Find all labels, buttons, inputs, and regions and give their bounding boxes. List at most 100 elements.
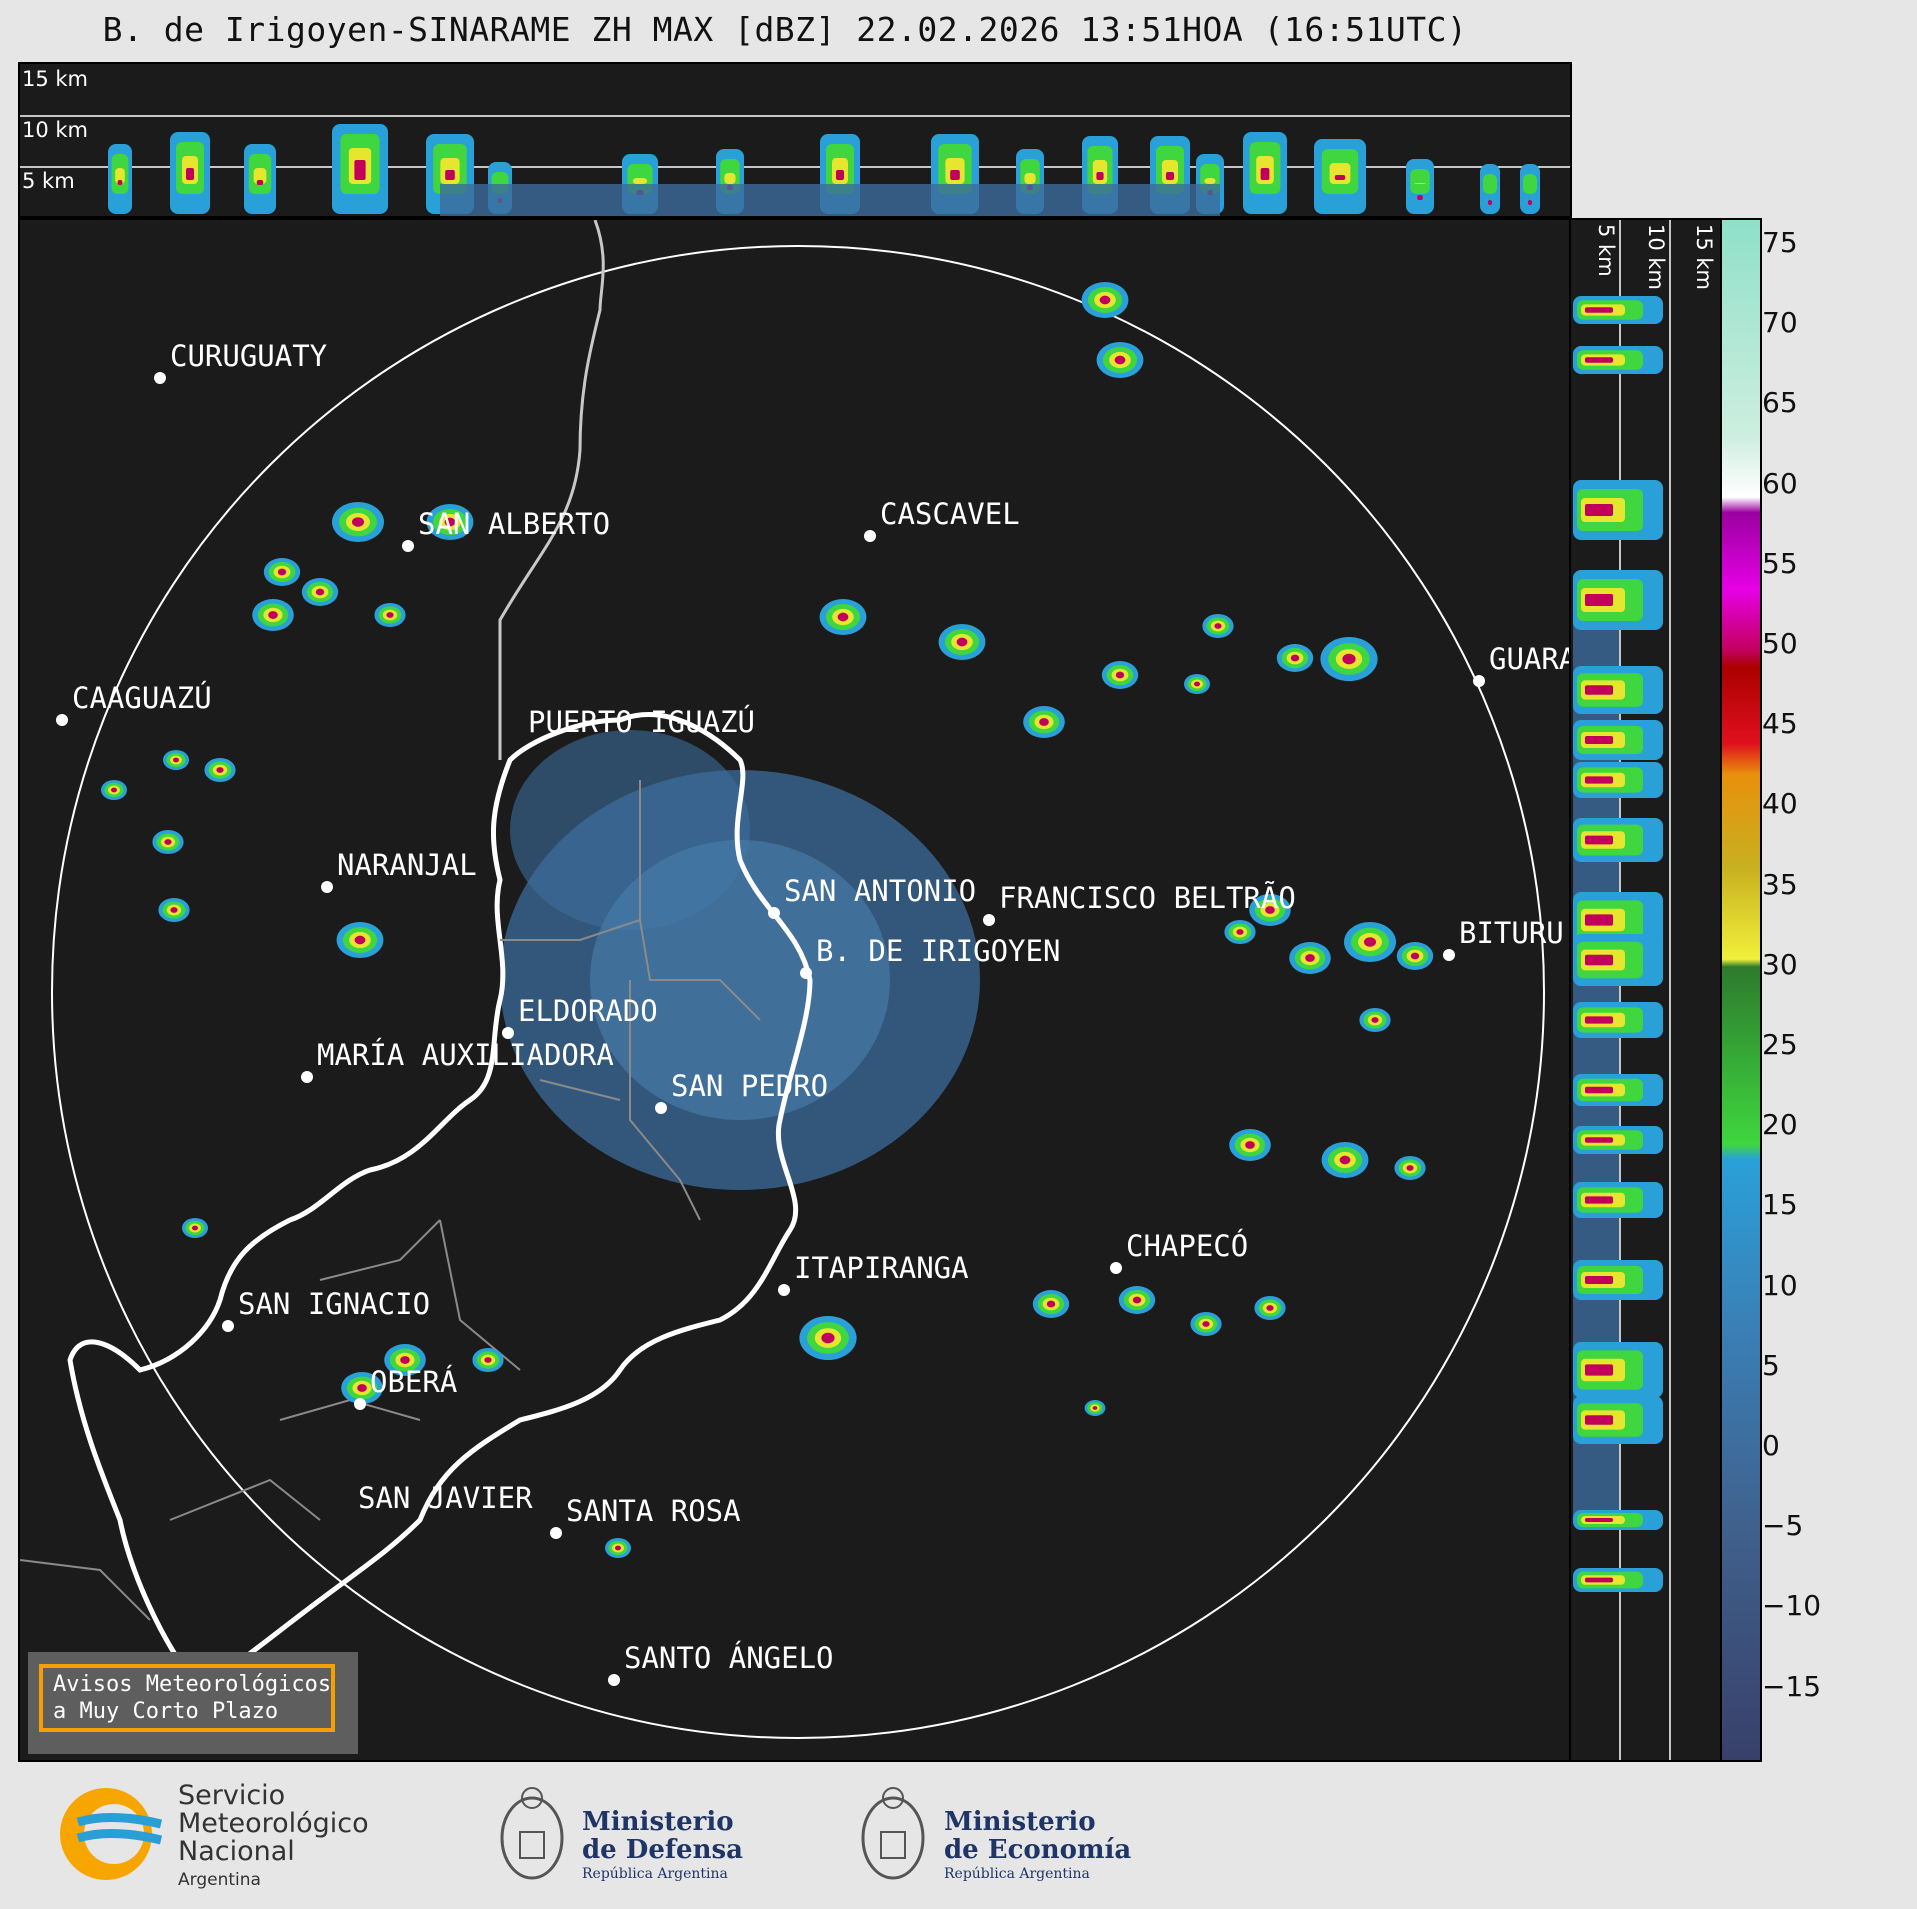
storm-cell [384, 1344, 426, 1376]
storm-cell [1249, 894, 1291, 926]
city-san-antonio: SAN ANTONIO [768, 874, 976, 919]
city-label: SAN PEDRO [671, 1069, 828, 1103]
echo-row [1573, 1510, 1663, 1530]
storm-cell [605, 1538, 631, 1558]
echo-row [1573, 1396, 1663, 1444]
city-bituru: BITURU [1443, 916, 1564, 961]
city-curuguaty: CURUGUATY [154, 339, 327, 384]
city-itapiranga: ITAPIRANGA [778, 1251, 969, 1296]
storm-cell [938, 624, 986, 660]
storm-cell [1184, 674, 1210, 694]
top-cross-section-panel: 15 km 10 km 5 km [18, 62, 1572, 218]
city-santa-rosa: SANTA ROSA [550, 1494, 741, 1539]
echo-column [1314, 139, 1366, 214]
city-san-alberto: SAN ALBERTO [402, 507, 610, 552]
warning-box[interactable]: Avisos Meteorológicos a Muy Corto Plazo [28, 1652, 358, 1754]
radar-map-canvas: CURUGUATY SAN ALBERTO CASCAVEL CAAGUAZÚ GUAR… [20, 220, 1570, 1739]
city-label: SAN JAVIER [358, 1481, 533, 1515]
city-label: BITURU [1459, 916, 1564, 950]
echo-row [1573, 480, 1663, 540]
colorbar-tick: 65 [1762, 386, 1798, 420]
storm-cell [301, 578, 339, 606]
storm-cell [332, 502, 384, 542]
city-dot [778, 1284, 790, 1296]
city-dot [354, 1398, 366, 1410]
storm-cell [1289, 942, 1331, 974]
city-label: SAN IGNACIO [238, 1287, 430, 1321]
low-echo-band [440, 184, 1220, 216]
side-height-label-10: 10 km [1644, 224, 1668, 290]
radar-map: CURUGUATY SAN ALBERTO CASCAVEL CAAGUAZÚ GUAR… [18, 218, 1572, 1762]
echo-row [1573, 666, 1663, 714]
echo-row [1573, 1074, 1663, 1106]
smn-line-4: Argentina [178, 1870, 261, 1890]
city-dot [1473, 675, 1485, 687]
defensa-text: Ministerio de Defensa República Argentin… [582, 1808, 743, 1884]
storm-cell [1276, 644, 1314, 672]
defensa-line-1: Ministerio [582, 1807, 734, 1837]
city-label: CAAGUAZÚ [72, 681, 212, 715]
city-label: MARÍA AUXILIADORA [317, 1038, 614, 1072]
colorbar-tick: 15 [1762, 1188, 1798, 1222]
echo-column [1406, 159, 1434, 214]
storm-cell [819, 599, 867, 635]
city-dot [321, 881, 333, 893]
warning-text[interactable]: Avisos Meteorológicos a Muy Corto Plazo [39, 1664, 335, 1732]
economia-text: Ministerio de Economía República Argenti… [944, 1808, 1131, 1884]
city-label: SAN ANTONIO [784, 874, 976, 908]
side-echo-columns [1573, 296, 1663, 1592]
city-dot [1443, 949, 1455, 961]
colorbar-tick: 60 [1762, 466, 1798, 500]
colorbar-tick: 5 [1762, 1348, 1780, 1382]
colorbar-tick: 40 [1762, 787, 1798, 821]
colorbar-tick: 70 [1762, 306, 1798, 340]
city-label: ELDORADO [518, 994, 658, 1028]
city-santo-angelo: SANTO ÁNGELO [608, 1641, 834, 1686]
city-dot [800, 967, 812, 979]
echo-column [332, 124, 388, 214]
storm-cell [1118, 1286, 1156, 1314]
storm-cell [1096, 342, 1144, 378]
echo-row [1573, 818, 1663, 862]
top-height-label-10: 10 km [22, 118, 88, 142]
echo-row [1573, 1126, 1663, 1154]
echo-column [1480, 164, 1500, 214]
storm-cell [472, 1348, 504, 1372]
storm-cell [341, 1372, 383, 1404]
echo-row [1573, 1260, 1663, 1300]
city-label: GUARA [1489, 642, 1570, 676]
economia-line-3: República Argentina [944, 1866, 1090, 1882]
echo-column [170, 132, 210, 214]
city-san-ignacio: SAN IGNACIO [222, 1287, 430, 1332]
defensa-line-3: República Argentina [582, 1866, 728, 1882]
echo-column [1520, 164, 1540, 214]
storm-cell [1254, 1296, 1286, 1320]
side-height-label-15: 15 km [1692, 224, 1716, 290]
defensa-seal-icon [494, 1776, 570, 1896]
city-obera: OBERÁ [354, 1365, 457, 1410]
storm-cell [1032, 1290, 1070, 1318]
storm-cell [252, 599, 294, 631]
page-title: B. de Irigoyen-SINARAME ZH MAX [dBZ] 22.… [102, 10, 1468, 49]
smn-line-3: Nacional [178, 1836, 295, 1867]
economia-seal-icon [855, 1776, 931, 1896]
side-cross-section-panel: 5 km 10 km 15 km [1569, 218, 1723, 1762]
dbz-colorbar [1720, 218, 1762, 1762]
city-label: SAN ALBERTO [418, 507, 610, 541]
city-naranjal: NARANJAL [321, 848, 477, 893]
storm-cell [1344, 922, 1396, 962]
smn-name: Servicio Meteorológico Nacional Argentin… [178, 1782, 369, 1894]
storm-cell [1084, 1400, 1106, 1416]
storm-cell [1224, 920, 1256, 944]
storm-cell [1202, 614, 1234, 638]
city-guara: GUARA [1473, 642, 1570, 687]
storm-cell [1396, 942, 1434, 970]
storm-cells [101, 282, 1434, 1558]
echo-column [244, 144, 276, 214]
city-dot [301, 1071, 313, 1083]
colorbar-tick: 45 [1762, 707, 1798, 741]
city-dot [768, 907, 780, 919]
city-dot [222, 1320, 234, 1332]
misiones-border [67, 712, 813, 1694]
echo-row [1573, 296, 1663, 324]
